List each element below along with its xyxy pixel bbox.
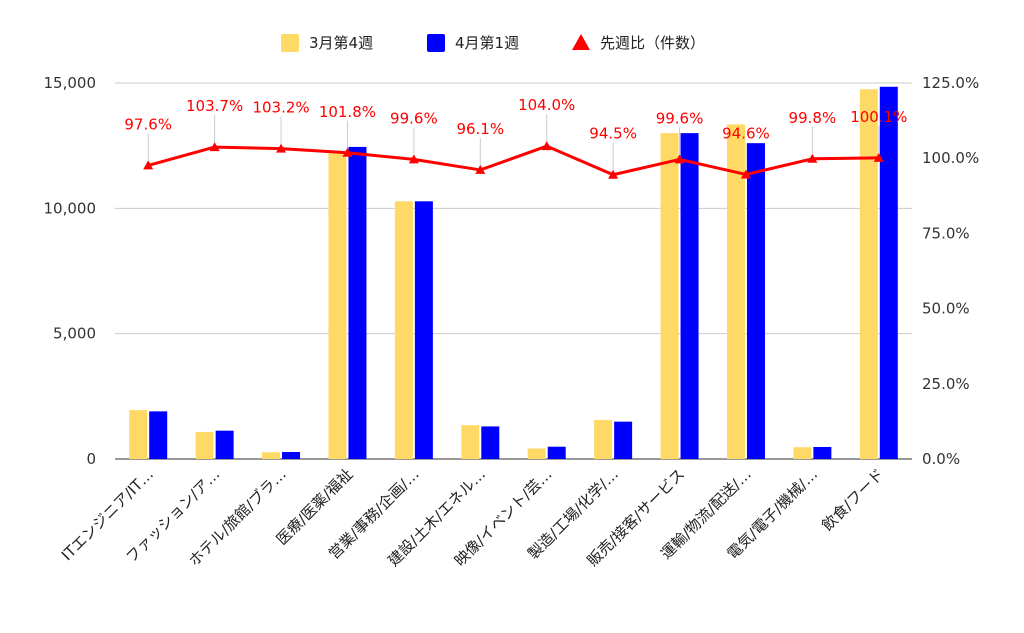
data-label: 103.2% <box>252 99 309 117</box>
bar-series1 <box>726 124 745 460</box>
data-label: 100.1% <box>850 108 907 126</box>
bar-series2 <box>680 133 699 459</box>
right-axis: 0.0% 25.0% 50.0% 75.0% 100.0% 125.0% <box>922 74 979 468</box>
bar-series2 <box>282 451 301 459</box>
line-marker <box>740 169 751 179</box>
left-tick-label: 0 <box>86 450 96 468</box>
line-marker <box>408 154 419 164</box>
legend-label: 先週比（件数） <box>600 34 705 52</box>
bar-series1 <box>660 133 679 459</box>
bar-series1 <box>195 431 214 459</box>
bar-series2 <box>547 446 566 459</box>
category-axis: ITエンジニア/IT…ファッション/ア…ホテル/旅館/ブラ…医療/医薬/福祉営業… <box>58 465 888 570</box>
bar-series1 <box>859 89 878 460</box>
right-tick-label: 0.0% <box>922 450 960 468</box>
bar-series1 <box>461 425 480 459</box>
bar-series1 <box>594 419 613 459</box>
right-tick-label: 125.0% <box>922 74 979 92</box>
line-marker <box>276 143 287 153</box>
left-axis: 0 5,000 10,000 15,000 <box>44 74 97 468</box>
data-label: 96.1% <box>456 120 504 138</box>
bar-series2 <box>879 86 898 459</box>
bar-series2 <box>813 446 832 459</box>
line-marker <box>541 141 552 151</box>
data-labels: 97.6% 103.7% 103.2% 101.8% 99.6% 96.1% 104.0% 9… <box>124 96 907 170</box>
bar-series1 <box>394 201 413 459</box>
left-tick-label: 15,000 <box>44 74 97 92</box>
bar-series2 <box>746 143 765 459</box>
legend-swatch <box>281 34 299 52</box>
bar-series1 <box>793 447 812 459</box>
legend-label: 4月第1週 <box>455 34 519 52</box>
ratio-line-path <box>147 144 879 177</box>
data-label: 94.5% <box>589 125 637 143</box>
right-tick-label: 50.0% <box>922 300 970 318</box>
right-tick-label: 100.0% <box>922 149 979 167</box>
line-marker <box>475 164 486 174</box>
bar-series2 <box>614 421 633 459</box>
data-label: 99.6% <box>656 109 704 127</box>
bar-series2 <box>414 201 433 459</box>
left-tick-label: 5,000 <box>53 325 96 343</box>
legend-label: 3月第4週 <box>309 34 373 52</box>
gridlines <box>115 82 912 460</box>
bar-series1 <box>262 452 281 459</box>
data-label: 103.7% <box>186 97 243 115</box>
left-tick-label: 10,000 <box>44 199 97 217</box>
category-label: 飲食/フード <box>818 465 887 534</box>
bar-series1 <box>129 410 148 459</box>
data-label: 104.0% <box>518 96 575 114</box>
line-marker <box>342 147 353 157</box>
data-label: 99.8% <box>789 109 837 127</box>
right-tick-label: 75.0% <box>922 224 970 242</box>
line-marker <box>143 160 154 170</box>
bars <box>129 86 898 460</box>
data-label: 97.6% <box>124 115 172 133</box>
bar-series2 <box>215 430 234 459</box>
line-marker <box>873 152 884 162</box>
bar-series1 <box>527 448 546 459</box>
legend-marker <box>572 34 590 50</box>
line-marker <box>209 142 220 152</box>
bar-series1 <box>328 153 347 460</box>
data-label: 94.6% <box>722 124 770 142</box>
line-marker <box>674 154 685 164</box>
bar-series2 <box>481 426 500 459</box>
ratio-line <box>143 141 884 179</box>
data-label: 99.6% <box>390 109 438 127</box>
right-tick-label: 25.0% <box>922 375 970 393</box>
legend: 3月第4週 4月第1週 先週比（件数） <box>281 34 705 52</box>
line-marker <box>807 153 818 163</box>
bar-series2 <box>348 146 367 460</box>
bar-series2 <box>149 411 168 459</box>
line-marker <box>608 169 619 179</box>
data-label: 101.8% <box>319 103 376 121</box>
legend-swatch <box>427 34 445 52</box>
